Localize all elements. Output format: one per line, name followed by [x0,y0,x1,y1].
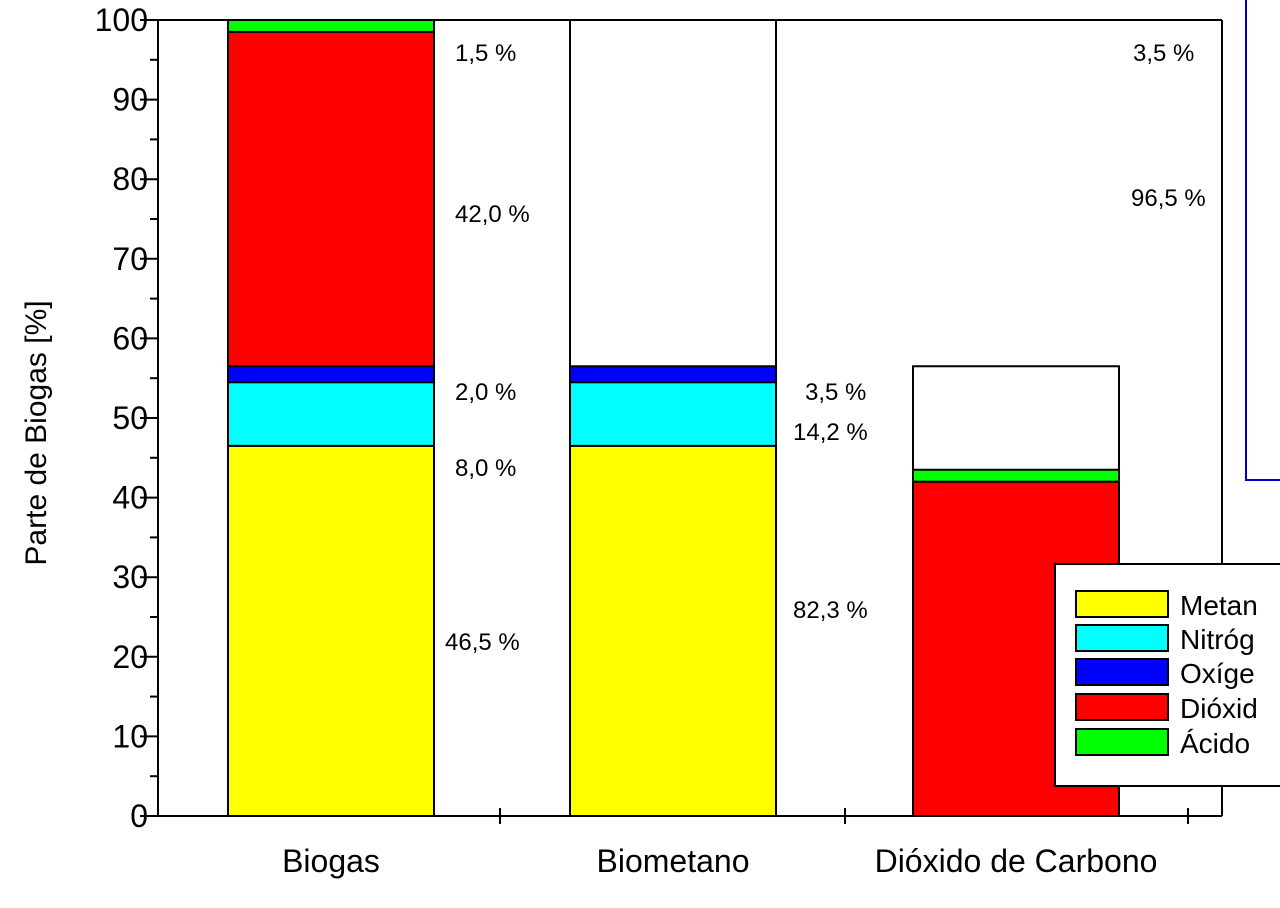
legend-label: Ácido [1180,728,1250,759]
y-tick-label: 0 [130,798,148,834]
legend-swatch [1075,728,1169,756]
legend-label: Dióxid [1180,693,1258,724]
x-category-label: Biogas [282,843,380,879]
bar-segment [227,444,435,817]
legend-label: Nitróg [1180,624,1255,655]
data-label: 96,5 % [1131,185,1206,212]
y-tick-label: 90 [112,82,148,118]
data-label: 3,5 % [805,379,866,406]
x-category-label: Dióxido de Carbono [875,843,1158,879]
inset-border [1245,0,1280,481]
plot-frame [157,19,1223,817]
bar-segment [569,365,777,384]
data-label: 1,5 % [455,40,516,67]
x-category-label: Biometano [597,843,750,879]
y-axis-title: Parte de Biogas [%] [20,300,53,565]
bar-segment [227,381,435,447]
y-axis: 0 10 20 30 40 50 60 70 80 90 100 [95,2,158,834]
bar-segment [227,365,435,384]
bar-segment [569,381,777,447]
y-tick-label: 20 [112,639,148,675]
inset-box [1245,0,1280,481]
legend-swatch [1075,693,1169,721]
y-tick-label: 10 [112,718,148,754]
bar-segment [912,468,1120,483]
y-tick-label: 60 [112,320,148,356]
legend-label: Metan [1180,590,1258,621]
data-label: 46,5 % [445,629,520,656]
y-tick-label: 30 [112,559,148,595]
y-tick-label: 40 [112,480,148,516]
y-tick-label: 100 [95,2,148,38]
y-tick-label: 50 [112,400,148,436]
legend-swatch [1075,590,1169,618]
y-tick-label: 80 [112,161,148,197]
data-label: 2,0 % [455,379,516,406]
legend-swatch [1075,658,1169,686]
data-label: 82,3 % [793,597,868,624]
x-axis: Biogas Biometano Dióxido de Carbono [282,808,1189,879]
legend-label: Oxíge [1180,658,1255,689]
data-label: 3,5 % [1133,40,1194,67]
data-label: 42,0 % [455,201,530,228]
y-tick-label: 70 [112,241,148,277]
bar-segment [227,30,435,368]
bar-segment [227,19,435,33]
data-labels: 1,5 % 42,0 % 2,0 % 8,0 % 46,5 % 3,5 % 14,2 % 82… [445,40,1206,656]
data-label: 8,0 % [455,455,516,482]
bar-segment [569,444,777,817]
data-label: 14,2 % [793,419,868,446]
legend-swatch [1075,624,1169,652]
